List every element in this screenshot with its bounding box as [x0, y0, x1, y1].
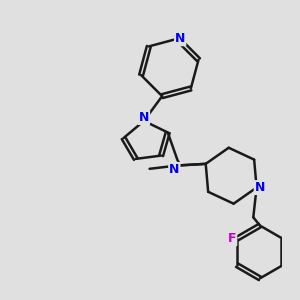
Text: N: N [139, 111, 149, 124]
Text: N: N [255, 181, 265, 194]
Text: N: N [169, 163, 179, 176]
Text: N: N [175, 32, 185, 45]
Text: F: F [228, 232, 236, 245]
